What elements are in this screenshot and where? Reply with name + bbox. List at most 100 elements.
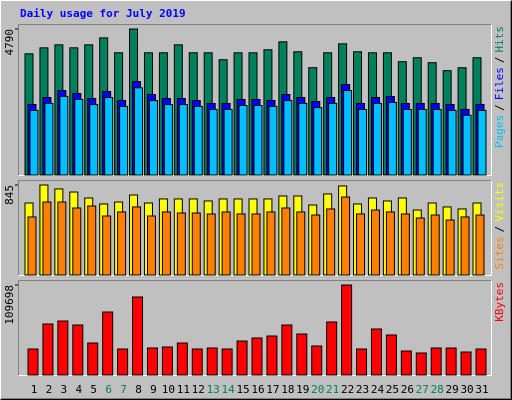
x-tick-label: 8	[135, 383, 142, 396]
bar	[356, 348, 368, 376]
y-tick-label: 845	[3, 185, 16, 205]
bar	[29, 109, 39, 176]
legend-separator: /	[493, 104, 506, 111]
bar	[102, 215, 112, 276]
bar	[223, 108, 233, 176]
bar	[206, 213, 216, 276]
bar	[191, 348, 203, 376]
bar	[326, 208, 336, 276]
bar	[400, 213, 410, 276]
x-tick-label: 25	[386, 383, 399, 396]
x-tick-label: 9	[150, 383, 157, 396]
x-tick-label: 22	[341, 383, 354, 396]
bar	[460, 216, 470, 276]
bar	[42, 201, 52, 276]
bar	[146, 347, 158, 376]
bar	[163, 104, 173, 176]
bar	[191, 212, 201, 276]
x-tick-label: 24	[371, 383, 385, 396]
x-tick-label: 19	[296, 383, 309, 396]
bar	[134, 87, 144, 176]
x-tick-label: 26	[401, 383, 414, 396]
bar	[430, 347, 442, 376]
x-tick-label: 2	[46, 383, 53, 396]
x-tick-label: 18	[281, 383, 294, 396]
bar	[370, 209, 380, 276]
bar	[178, 104, 188, 176]
x-tick-label: 20	[311, 383, 324, 396]
bar	[236, 213, 246, 276]
bar	[251, 213, 261, 276]
legend-entry: KBytes	[493, 282, 506, 322]
bar	[417, 108, 427, 176]
bar	[296, 211, 306, 276]
bar	[296, 333, 308, 376]
bar	[475, 348, 487, 376]
bar	[221, 211, 231, 276]
bar	[87, 342, 99, 376]
bar	[298, 102, 308, 176]
x-tick-label: 7	[120, 383, 127, 396]
chart-title: Daily usage for July 2019	[20, 7, 186, 20]
bar	[311, 214, 321, 276]
legend-separator: /	[493, 226, 506, 233]
bar	[132, 296, 144, 376]
x-tick-label: 15	[236, 383, 249, 396]
panel-frame	[18, 24, 492, 176]
bar	[132, 206, 142, 276]
legend-entry: Files	[493, 67, 506, 100]
legend-entry: Pages	[493, 115, 506, 148]
bar	[268, 105, 278, 176]
bar	[370, 328, 382, 376]
bar	[57, 201, 67, 276]
bar	[87, 205, 97, 276]
bar	[42, 323, 54, 376]
legend-entry: Visits	[493, 182, 506, 222]
x-tick-label: 11	[177, 383, 190, 396]
y-tick-label: 109698	[3, 285, 16, 325]
bar	[358, 108, 368, 176]
x-tick-label: 4	[75, 383, 82, 396]
bar	[117, 211, 127, 276]
bar	[356, 213, 366, 276]
x-tick-label: 29	[446, 383, 459, 396]
x-tick-label: 17	[266, 383, 279, 396]
bar	[57, 320, 69, 376]
panel-frame	[18, 280, 492, 376]
x-tick-label: 10	[162, 383, 175, 396]
bar	[385, 334, 397, 376]
bar	[445, 347, 457, 376]
x-tick-label: 1	[31, 383, 38, 396]
x-tick-label: 3	[61, 383, 68, 396]
bar	[251, 337, 263, 376]
bar	[445, 219, 455, 276]
bar	[148, 100, 158, 176]
bar	[281, 207, 291, 276]
bar	[266, 211, 276, 276]
bar	[341, 284, 353, 376]
bar	[104, 97, 114, 176]
bar	[146, 215, 156, 276]
legend: Pages / Files / Hits	[493, 26, 506, 148]
bar	[326, 321, 338, 376]
bar	[44, 102, 54, 176]
bar	[176, 342, 188, 376]
bar	[27, 348, 39, 376]
x-tick-label: 16	[251, 383, 264, 396]
bar	[400, 350, 412, 376]
bar	[193, 105, 203, 176]
bar	[311, 345, 323, 376]
bar	[313, 107, 323, 176]
x-tick-label: 31	[475, 383, 488, 396]
bar	[74, 98, 84, 176]
bar	[117, 348, 129, 376]
bar	[266, 335, 278, 376]
x-tick-label: 27	[416, 383, 429, 396]
bar	[283, 100, 293, 176]
bar	[206, 347, 218, 376]
bar	[341, 196, 351, 276]
x-tick-label: 12	[192, 383, 205, 396]
x-tick-label: 14	[222, 383, 236, 396]
